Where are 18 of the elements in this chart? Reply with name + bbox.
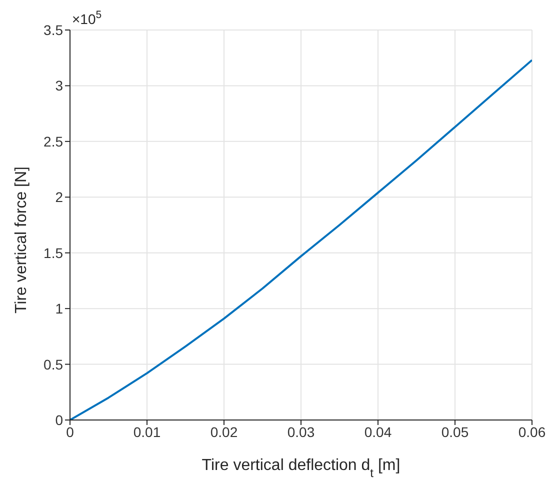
x-tick-label: 0.06 xyxy=(518,424,546,440)
x-tick-label: 0.01 xyxy=(133,424,161,440)
y-tick-label: 3 xyxy=(55,78,64,94)
x-tick-label: 0.05 xyxy=(441,424,469,440)
x-tick-label: 0 xyxy=(66,424,74,440)
text: ×10$^{5}$ xyxy=(72,9,102,27)
x-axis-title: Tire vertical deflection d$_{t}$ [m] xyxy=(202,457,400,480)
y-tick-label: 2.5 xyxy=(44,133,64,150)
y-tick-label: 2 xyxy=(55,189,64,206)
y-axis-title: Tire vertical force [N] xyxy=(13,166,30,314)
x-tick-label: 0.03 xyxy=(287,424,315,440)
x-tick-label: 0.04 xyxy=(364,424,392,440)
y-tick-label: 1 xyxy=(55,300,64,317)
y-tick-label: 0.5 xyxy=(44,356,64,372)
x-tick-label: 0.02 xyxy=(210,424,238,440)
y-tick-label: 1.5 xyxy=(44,244,64,261)
y-tick-label: 3.5 xyxy=(44,22,64,38)
y-tick-label: 0 xyxy=(55,412,64,428)
